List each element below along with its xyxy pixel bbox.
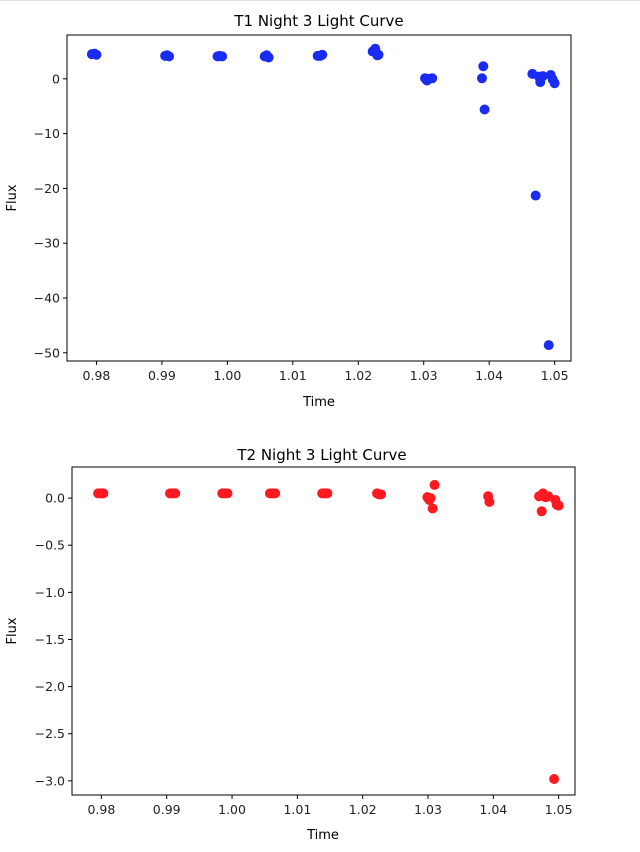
t2-data-point: [222, 488, 233, 499]
t1-data-point: [537, 71, 548, 82]
t2-data-point: [429, 479, 440, 490]
t2-data-point: [270, 488, 281, 499]
t1-x-tick-label: 1.02: [344, 368, 372, 383]
t2-data-point: [322, 488, 333, 499]
t2-data-point: [425, 493, 436, 504]
t1-scatter-points: [86, 43, 560, 351]
t1-x-tick-label: 1.01: [279, 368, 307, 383]
t2-light-curve-panel: T2 Night 3 Light Curve 0.98 0.99 1.00 1.01 1…: [5, 446, 576, 843]
t1-data-point: [317, 49, 328, 60]
t2-y-tick-label: −1.5: [35, 632, 65, 647]
t1-y-tick-label: −40: [34, 290, 60, 305]
t1-y-tick-label: −30: [34, 236, 60, 251]
t2-x-tick-label: 1.04: [479, 802, 507, 817]
t1-data-point: [478, 61, 489, 72]
t2-x-tick-label: 0.98: [87, 802, 115, 817]
t1-data-point: [530, 190, 541, 201]
t1-y-axis-label: Flux: [5, 184, 20, 211]
t1-chart-title: T1 Night 3 Light Curve: [233, 12, 403, 30]
t1-plot-area: [66, 34, 572, 362]
t2-x-axis: 0.98 0.99 1.00 1.01 1.02 1.03 1.04 1.05: [87, 795, 573, 817]
t2-y-tick-label: −1.0: [35, 585, 65, 600]
t2-scatter-points: [93, 479, 564, 784]
t2-y-tick-label: 0.0: [45, 491, 65, 506]
t1-data-point: [476, 73, 487, 84]
t2-data-point: [170, 488, 181, 499]
t2-x-tick-label: 1.01: [283, 802, 311, 817]
t1-y-tick-label: −50: [34, 345, 60, 360]
t2-data-point: [375, 489, 386, 500]
t1-x-tick-label: 1.00: [213, 368, 241, 383]
t2-y-tick-label: −0.5: [35, 538, 65, 553]
t1-x-tick-label: 0.98: [83, 368, 111, 383]
t1-x-axis: 0.98 0.99 1.00 1.01 1.02 1.03 1.04 1.05: [83, 361, 569, 383]
t2-x-tick-label: 1.05: [545, 802, 573, 817]
t2-data-point: [427, 503, 438, 514]
t2-y-tick-label: −2.0: [35, 679, 65, 694]
t1-data-point: [263, 52, 274, 63]
t1-x-axis-label: Time: [302, 395, 335, 410]
t2-y-tick-label: −2.5: [35, 726, 65, 741]
top-divider: [0, 0, 640, 1]
t2-data-point: [553, 500, 564, 511]
t1-data-point: [91, 49, 102, 60]
t2-x-tick-label: 0.99: [153, 802, 181, 817]
t1-light-curve-panel: T1 Night 3 Light Curve 0.98 0.99 1.00 1.01 1…: [5, 12, 572, 410]
t1-data-point: [217, 51, 228, 62]
t2-x-tick-label: 1.00: [218, 802, 246, 817]
t2-chart-title: T2 Night 3 Light Curve: [236, 446, 406, 464]
t2-data-point: [98, 488, 109, 499]
t1-data-point: [373, 49, 384, 60]
t2-x-axis-label: Time: [306, 828, 339, 843]
t1-y-axis: 0 −10 −20 −30 −40 −50: [34, 71, 67, 360]
t1-data-point: [427, 73, 438, 84]
t1-data-point: [549, 78, 560, 89]
t2-x-tick-label: 1.02: [349, 802, 377, 817]
t1-data-point: [479, 104, 490, 115]
t2-data-point: [549, 773, 560, 784]
t1-y-tick-label: −20: [34, 181, 60, 196]
t1-y-tick-label: 0: [52, 71, 60, 86]
t2-y-axis-label: Flux: [5, 617, 20, 644]
t1-x-tick-label: 1.03: [410, 368, 438, 383]
t1-x-tick-label: 0.99: [148, 368, 176, 383]
t1-x-tick-label: 1.04: [475, 368, 503, 383]
t2-y-tick-label: −3.0: [35, 773, 65, 788]
t1-data-point: [164, 51, 175, 62]
t2-x-tick-label: 1.03: [414, 802, 442, 817]
t2-data-point: [536, 506, 547, 517]
t1-data-point: [543, 340, 554, 351]
t1-x-tick-label: 1.05: [541, 368, 569, 383]
t1-y-tick-label: −10: [34, 126, 60, 141]
t2-y-axis: 0.0 −0.5 −1.0 −1.5 −2.0 −2.5 −3.0: [35, 491, 72, 788]
t2-plot-area: [71, 466, 576, 796]
t2-data-point: [484, 496, 495, 507]
